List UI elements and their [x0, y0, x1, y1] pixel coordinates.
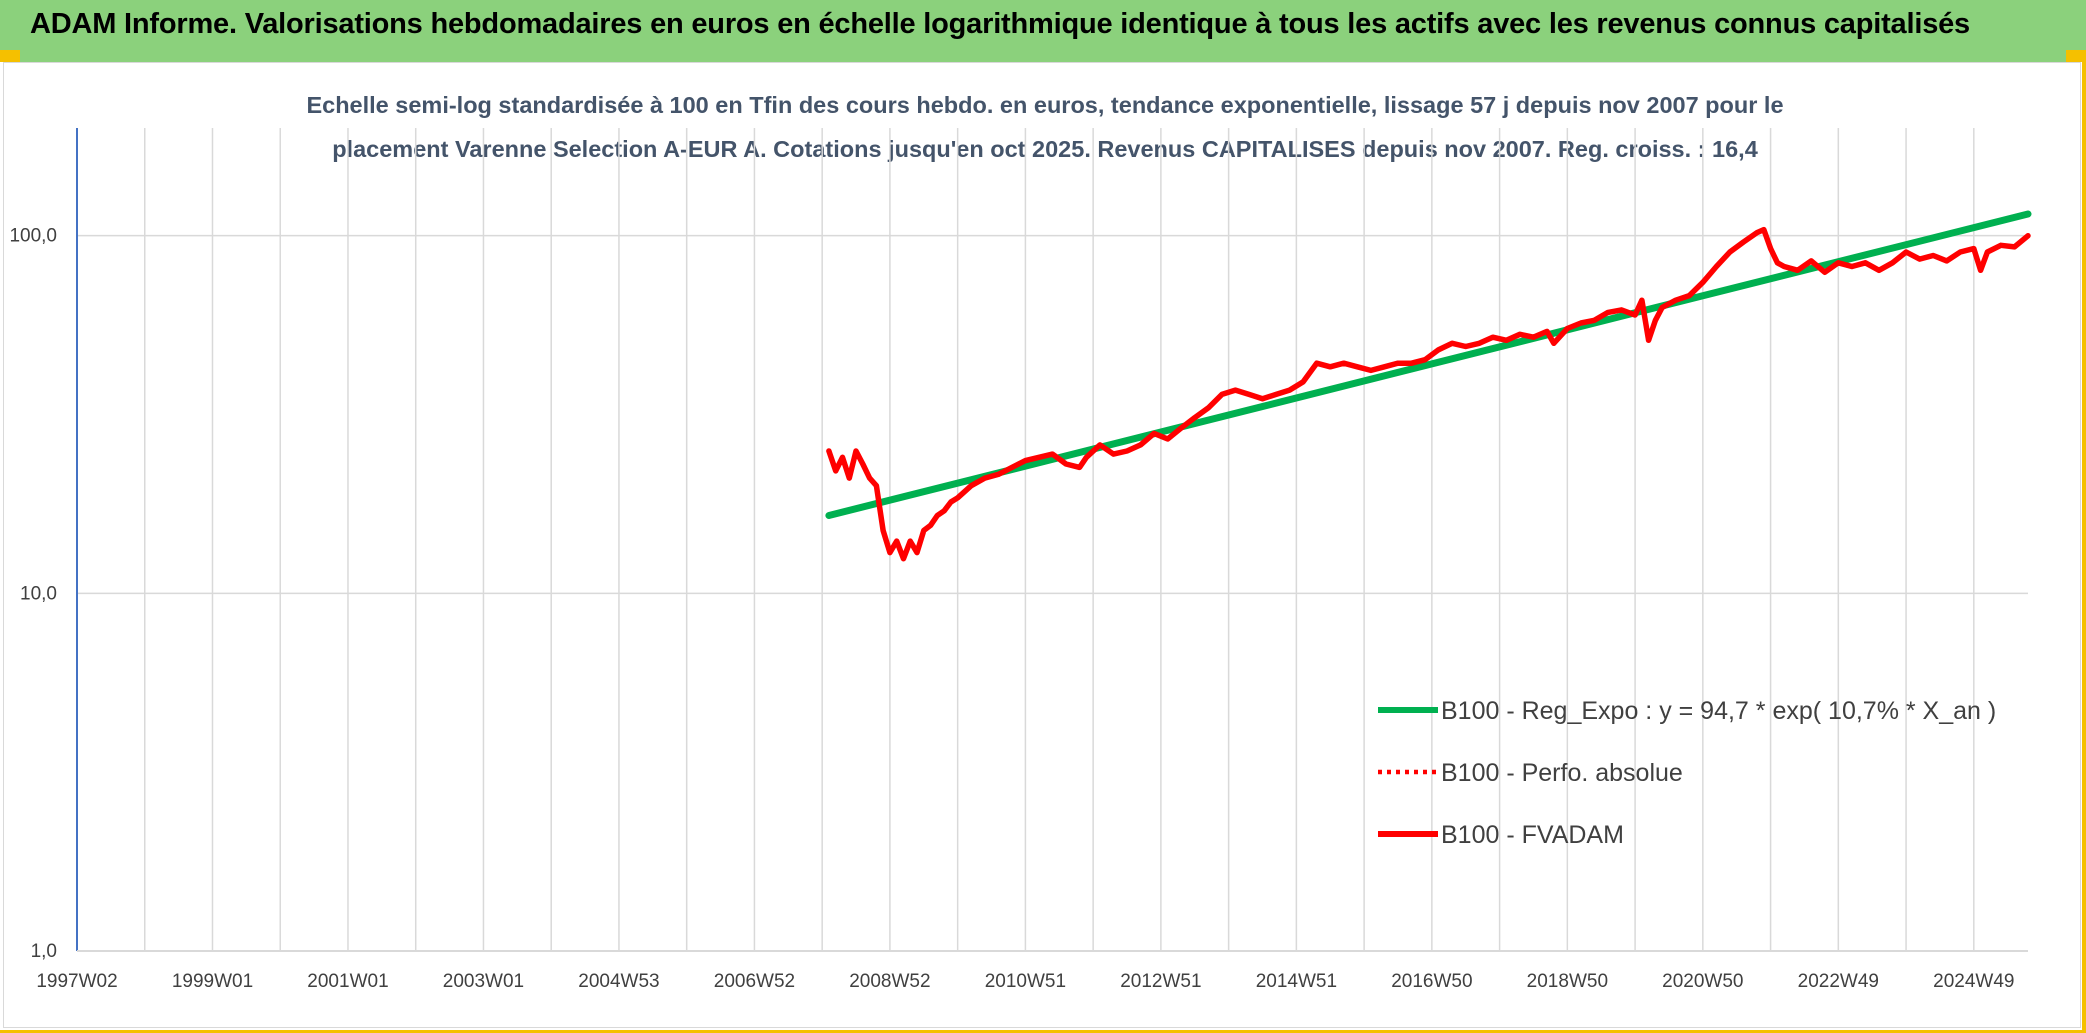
x-tick-label: 2003W01 [443, 971, 524, 992]
series-layer [825, 210, 2032, 562]
report-title: ADAM Informe. Valorisations hebdomadaire… [30, 8, 1970, 40]
chart-subtitle-line-2: placement Varenne Selection A-EUR A. Cot… [332, 136, 1758, 162]
right-edge-accent [2082, 62, 2086, 1033]
y-tick-label: 100,0 [9, 226, 57, 247]
x-tick-label: 2006W52 [714, 971, 795, 992]
x-tick-label: 1997W02 [36, 971, 117, 992]
x-tick-label: 2018W50 [1527, 971, 1608, 992]
legend-label: B100 - Reg_Expo : y = 94,7 * exp( 10,7% … [1441, 697, 1996, 725]
x-tick-label: 2020W50 [1662, 971, 1743, 992]
chart-subtitle-line-1: Echelle semi-log standardisée à 100 en T… [306, 92, 1783, 118]
x-tick-label: 2010W51 [985, 971, 1066, 992]
x-tick-label: 2008W52 [849, 971, 930, 992]
x-tick-label: 2001W01 [307, 971, 388, 992]
corner-accent-left [0, 50, 20, 62]
corner-accent-right [2066, 50, 2086, 62]
x-tick-label: 2004W53 [578, 971, 659, 992]
x-tick-label: 2016W50 [1391, 971, 1472, 992]
legend-label: B100 - Perfo. absolue [1441, 759, 1683, 787]
legend-label: B100 - FVADAM [1441, 821, 1624, 849]
title-banner: ADAM Informe. Valorisations hebdomadaire… [0, 0, 2086, 62]
x-tick-label: 2022W49 [1798, 971, 1879, 992]
bottom-edge-accent [0, 1030, 2086, 1033]
chart-frame [3, 62, 2081, 1028]
x-tick-label: 2024W49 [1933, 971, 2014, 992]
grid-layer [76, 128, 2028, 952]
x-tick-label: 1999W01 [172, 971, 253, 992]
x-tick-label: 2014W51 [1256, 971, 1337, 992]
y-tick-label: 10,0 [20, 583, 57, 604]
y-tick-label: 1,0 [31, 941, 57, 962]
legend: B100 - Reg_Expo : y = 94,7 * exp( 10,7% … [1378, 697, 1996, 849]
fvadam-line [826, 226, 2031, 562]
x-tick-label: 2012W51 [1120, 971, 1201, 992]
axis-layer: 1,0 10,0 100,0 1997W02 1999W01 2001W01 2003W01… [9, 128, 2028, 992]
regression-line [825, 210, 2032, 519]
